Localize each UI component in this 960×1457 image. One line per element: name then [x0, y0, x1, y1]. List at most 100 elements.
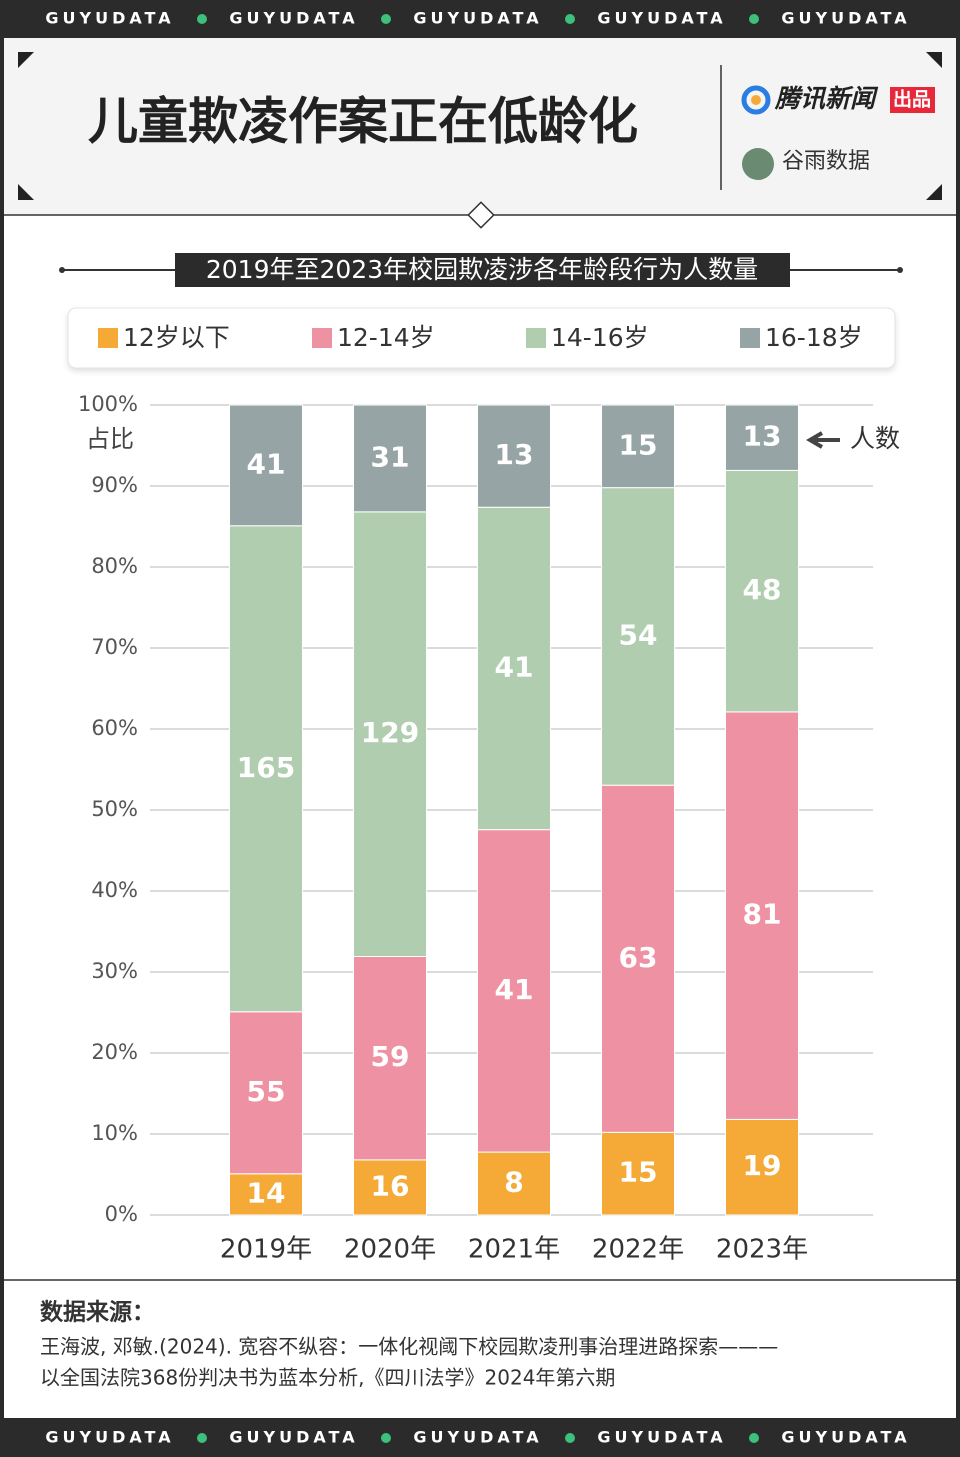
data-label: 15 [619, 428, 658, 461]
bar-segment [477, 506, 551, 831]
data-label: 48 [743, 573, 782, 606]
legend-swatch [740, 328, 760, 348]
brand-tag-bg [890, 87, 935, 113]
data-label: 129 [361, 716, 419, 749]
bar-segment [725, 711, 799, 1120]
data-label: 59 [371, 1040, 410, 1073]
bar-segment [601, 1131, 675, 1216]
bar-segment [229, 525, 303, 1013]
bar-segment [229, 1011, 303, 1175]
data-label: 13 [743, 420, 782, 453]
data-label: 54 [619, 618, 658, 651]
y-tick-label: 80% [91, 554, 138, 578]
banner-text: GUYUDATA [413, 1428, 542, 1447]
banner-text: GUYUDATA [597, 9, 726, 28]
bar-segment [229, 1173, 303, 1216]
data-label: 165 [237, 751, 295, 784]
data-label: 13 [495, 438, 534, 471]
annotation: 人数 [850, 424, 900, 453]
annotation-arrow [806, 431, 840, 449]
banner-text: GUYUDATA [229, 1428, 358, 1447]
header-bg [4, 38, 956, 215]
data-label: 15 [619, 1156, 658, 1189]
data-label: 31 [371, 440, 410, 473]
legend-swatch [98, 328, 118, 348]
bar-segment [725, 1118, 799, 1216]
source-line: 以全国法院368份判决书为蓝本分析,《四川法学》2024年第六期 [40, 1366, 615, 1390]
legend-label: 14-16岁 [551, 323, 649, 352]
banner-text: GUYUDATA [229, 9, 358, 28]
bar-segment [601, 784, 675, 1133]
y-axis-label: 占比 [86, 425, 134, 453]
banner-dot [749, 1433, 759, 1443]
banner-dot [565, 14, 575, 24]
bar-segment [229, 404, 303, 527]
banner-dot [381, 14, 391, 24]
data-label: 41 [247, 447, 286, 480]
rule-diamond [467, 201, 495, 229]
rule-dot [897, 267, 903, 273]
source-line: 王海波, 邓敏.(2024). 宽容不纵容：一体化视阈下校园欺凌刑事治理进路探索… [40, 1335, 778, 1359]
source-title: 数据来源： [40, 1300, 155, 1326]
brand: 腾讯新闻 [774, 84, 879, 113]
data-label: 41 [495, 973, 534, 1006]
legend-box [67, 307, 896, 369]
bar-segment [725, 404, 799, 471]
x-tick-label: 2023年 [716, 1235, 808, 1265]
subtitle-bg [175, 253, 790, 287]
banner-text: GUYUDATA [45, 1428, 174, 1447]
banner-text: GUYUDATA [45, 9, 174, 28]
legend-label: 12-14岁 [337, 323, 435, 352]
banner-dot [197, 1433, 207, 1443]
x-tick-label: 2020年 [344, 1235, 436, 1265]
bar-segment [353, 404, 427, 513]
bar-segment [725, 469, 799, 713]
y-tick-label: 40% [91, 878, 138, 902]
x-tick-label: 2021年 [468, 1235, 560, 1265]
brand-logo [741, 85, 771, 115]
y-tick-label: 100% [78, 392, 138, 416]
data-label: 16 [371, 1169, 410, 1202]
header-title: 儿童欺凌作案正在低龄化 [88, 93, 638, 151]
partner-logo [742, 148, 774, 180]
y-tick-label: 0% [105, 1202, 138, 1226]
data-label: 8 [504, 1166, 523, 1199]
data-label: 81 [743, 898, 782, 931]
y-tick-label: 60% [91, 716, 138, 740]
bar-segment [353, 1159, 427, 1216]
banner-text: GUYUDATA [413, 9, 542, 28]
banner-dot [565, 1433, 575, 1443]
y-tick-label: 30% [91, 959, 138, 983]
banner-text: GUYUDATA [781, 9, 910, 28]
data-label: 19 [743, 1149, 782, 1182]
rule-dot [59, 267, 65, 273]
bar-segment [477, 404, 551, 508]
legend-swatch [526, 328, 546, 348]
data-label: 14 [247, 1176, 286, 1209]
legend-swatch [312, 328, 332, 348]
banner-dot [197, 14, 207, 24]
brand-logo-dot [751, 95, 761, 105]
partner: 谷雨数据 [782, 149, 870, 174]
y-tick-label: 20% [91, 1040, 138, 1064]
y-tick-label: 90% [91, 473, 138, 497]
y-tick-label: 10% [91, 1121, 138, 1145]
banner-text: GUYUDATA [781, 1428, 910, 1447]
bar-segment [601, 487, 675, 786]
x-tick-label: 2022年 [592, 1235, 684, 1265]
legend-label: 12岁以下 [123, 323, 230, 352]
bar-segment [353, 955, 427, 1161]
bar-segment [601, 404, 675, 489]
data-label: 63 [619, 941, 658, 974]
bar-segment [477, 1151, 551, 1216]
legend-label: 16-18岁 [765, 323, 863, 352]
y-tick-label: 70% [91, 635, 138, 659]
banner-dot [381, 1433, 391, 1443]
banner-dot [749, 14, 759, 24]
banner-text: GUYUDATA [597, 1428, 726, 1447]
data-label: 55 [247, 1075, 286, 1108]
data-label: 41 [495, 650, 534, 683]
x-tick-label: 2019年 [220, 1235, 312, 1265]
